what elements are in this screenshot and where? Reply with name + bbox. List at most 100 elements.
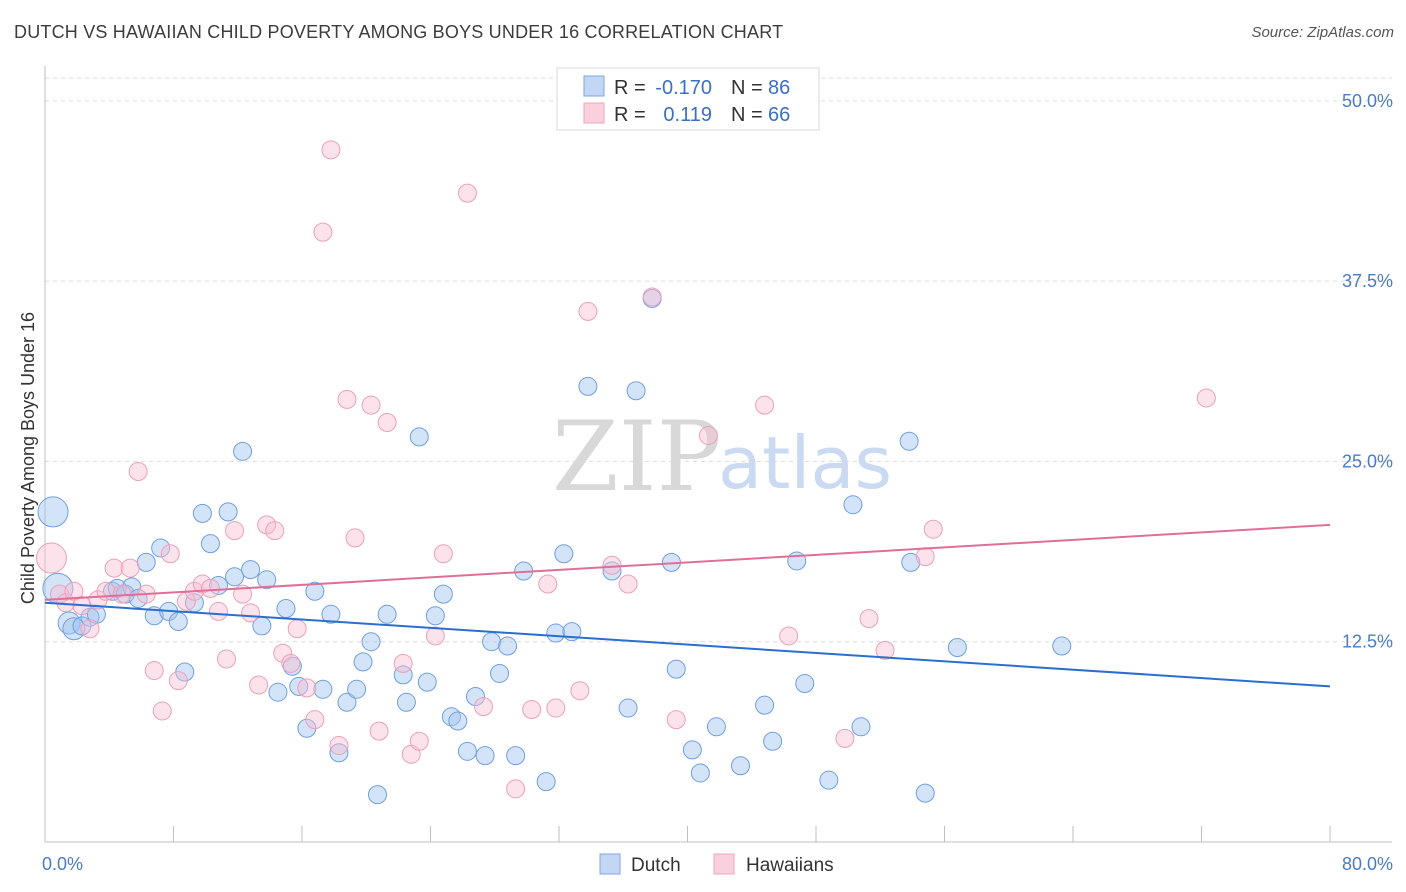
bottom-legend-swatch-hawaiians xyxy=(713,853,735,875)
hawaiians-point-34 xyxy=(313,222,333,242)
y-tick-label-0: 12.5% xyxy=(1342,632,1393,652)
watermark-zip: ZIP xyxy=(552,401,721,513)
dutch-point-23 xyxy=(225,567,245,587)
dutch-point-31 xyxy=(289,676,309,696)
legend-swatch-dutch xyxy=(583,75,605,97)
hawaiians-point-42 xyxy=(393,653,413,673)
dutch-point-19 xyxy=(192,503,212,523)
dutch-point-80 xyxy=(851,717,871,737)
hawaiians-point-14 xyxy=(152,701,172,721)
legend-swatch-hawaiians xyxy=(583,102,605,124)
dutch-point-28 xyxy=(268,682,288,702)
dutch-point-51 xyxy=(457,741,477,761)
hawaiians-point-26 xyxy=(249,675,269,695)
dutch-point-47 xyxy=(425,606,445,626)
dutch-point-77 xyxy=(795,674,815,694)
hawaiians-point-67 xyxy=(1196,388,1216,408)
hawaiians-point-52 xyxy=(546,698,566,718)
dutch-point-69 xyxy=(666,659,686,679)
dutch-point-40 xyxy=(361,632,381,652)
hawaiians-point-40 xyxy=(369,721,389,741)
dutch-point-16 xyxy=(168,612,188,632)
hawaiians-point-5 xyxy=(80,619,100,639)
dutch-point-38 xyxy=(347,679,367,699)
dutch-point-57 xyxy=(506,746,526,766)
dutch-point-54 xyxy=(482,632,502,652)
hawaiians-point-13 xyxy=(144,661,164,681)
legend-n-label-hawaiians: N = xyxy=(731,104,763,126)
hawaiians-point-29 xyxy=(273,643,293,663)
chart-title: DUTCH VS HAWAIIAN CHILD POVERTY AMONG BO… xyxy=(14,22,784,42)
dutch-point-36 xyxy=(329,743,349,763)
bottom-legend-dutch: Dutch xyxy=(631,855,681,876)
hawaiians-point-66 xyxy=(923,519,943,539)
dutch-point-61 xyxy=(554,544,574,564)
hawaiians-point-44 xyxy=(409,731,429,751)
hawaiians-point-38 xyxy=(345,528,365,548)
y-tick-label-3: 50.0% xyxy=(1342,91,1393,111)
hawaiians-point-0 xyxy=(35,542,67,574)
bottom-legend-swatch-dutch xyxy=(599,853,621,875)
dutch-point-44 xyxy=(396,692,416,712)
source-label: Source: ZipAtlas.com xyxy=(1251,24,1394,41)
dutch-point-63 xyxy=(578,376,598,396)
hawaiians-point-49 xyxy=(506,779,526,799)
hawaiians-point-21 xyxy=(208,601,228,621)
dutch-point-52 xyxy=(465,687,485,707)
hawaiians-point-35 xyxy=(321,140,341,160)
dutch-point-73 xyxy=(731,756,751,776)
dutch-point-70 xyxy=(682,740,702,760)
hawaiians-point-56 xyxy=(618,574,638,594)
dutch-point-83 xyxy=(915,783,935,803)
hawaiians-point-10 xyxy=(120,558,140,578)
legend-r-label-hawaiians: R = xyxy=(614,104,646,126)
gridlines xyxy=(45,77,1392,643)
hawaiians-point-48 xyxy=(474,697,494,717)
hawaiians-point-63 xyxy=(859,609,879,629)
dutch-point-72 xyxy=(706,717,726,737)
hawaiians-point-47 xyxy=(457,183,477,203)
dutch-point-27 xyxy=(257,570,277,590)
dutch-point-25 xyxy=(241,560,261,580)
hawaiians-point-25 xyxy=(241,603,261,623)
legend-r-value-dutch: -0.170 xyxy=(655,77,712,99)
dutch-point-12 xyxy=(136,552,156,572)
dutch-point-66 xyxy=(626,381,646,401)
dutch-point-45 xyxy=(409,427,429,447)
dutch-point-34 xyxy=(313,679,333,699)
legend-n-value-hawaiians: 66 xyxy=(768,104,790,126)
dutch-trend-line xyxy=(44,601,1331,688)
dutch-point-30 xyxy=(282,656,302,676)
dutch-point-84 xyxy=(947,637,967,657)
dutch-point-53 xyxy=(475,746,495,766)
y-tick-label-2: 37.5% xyxy=(1342,271,1393,291)
axes xyxy=(44,66,1392,843)
dutch-point-82 xyxy=(901,552,921,572)
dutch-point-20 xyxy=(200,534,220,554)
hawaiians-point-58 xyxy=(666,710,686,730)
dutch-point-39 xyxy=(353,652,373,672)
hawaiians-point-39 xyxy=(361,395,381,415)
legend-n-value-dutch: 86 xyxy=(768,77,790,99)
hawaiians-point-8 xyxy=(104,558,124,578)
dutch-point-14 xyxy=(151,538,171,558)
hawaiians-point-41 xyxy=(377,412,397,432)
hawaiians-point-65 xyxy=(915,547,935,567)
dutch-point-0 xyxy=(37,496,69,528)
hawaiians-point-37 xyxy=(337,389,357,409)
dutch-point-85 xyxy=(1052,636,1072,656)
dutch-point-43 xyxy=(393,665,413,685)
y-axis-label: Child Poverty Among Boys Under 16 xyxy=(18,312,38,604)
y-tick-labels: 12.5% 25.0% 37.5% 50.0% xyxy=(1342,91,1393,652)
dutch-point-78 xyxy=(819,770,839,790)
dutch-point-41 xyxy=(367,785,387,805)
hawaiians-point-22 xyxy=(217,649,237,669)
hawaiians-point-51 xyxy=(538,574,558,594)
hawaiians-point-64 xyxy=(875,640,895,660)
dutch-point-29 xyxy=(276,599,296,619)
hawaiians-points xyxy=(35,140,1216,799)
hawaiians-point-45 xyxy=(425,626,445,646)
dutch-point-56 xyxy=(498,636,518,656)
hawaiians-point-32 xyxy=(297,678,317,698)
watermark-atlas: atlas xyxy=(718,421,892,505)
